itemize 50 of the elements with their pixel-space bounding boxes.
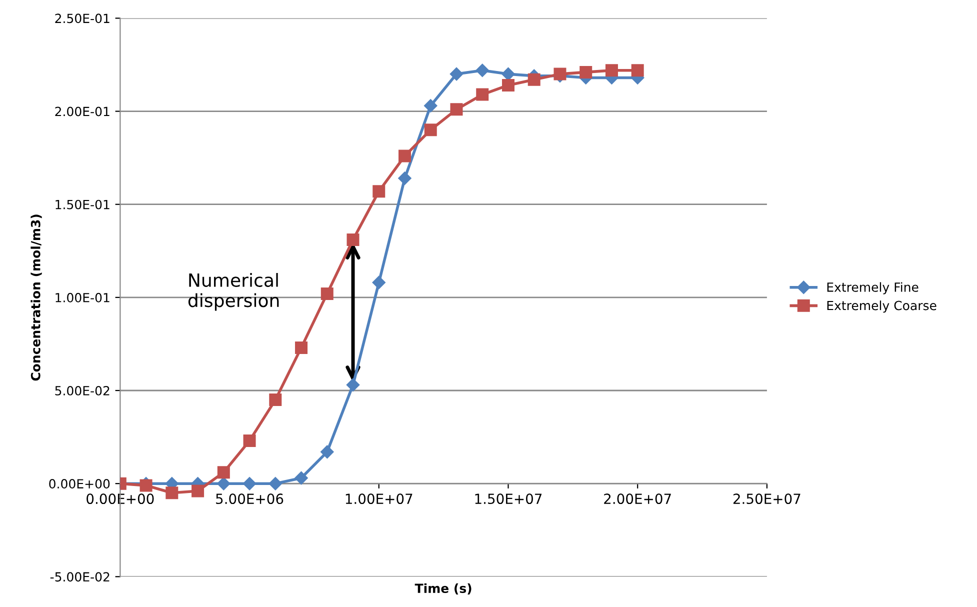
legend-label: Extremely Coarse: [827, 300, 936, 313]
point: [605, 64, 618, 77]
point: [243, 434, 256, 448]
y-axis-title: Concentration (mol/m3): [30, 214, 42, 381]
x-tick-label: 2.50E+07: [733, 494, 800, 504]
y-tick-label: 2.00E-01: [55, 106, 110, 116]
point: [346, 378, 360, 392]
x-tick-label: 2.00E+07: [604, 494, 671, 504]
y-tick-label: -5.00E-02: [50, 572, 110, 582]
x-tick-label: 1.50E+07: [475, 494, 542, 504]
point: [320, 287, 334, 300]
point: [398, 150, 411, 162]
point: [268, 476, 282, 490]
point: [554, 68, 566, 80]
y-tick-label: 5.00E-02: [55, 386, 110, 396]
point: [450, 103, 463, 116]
point: [294, 471, 308, 485]
y-tick-label: 2.50E-01: [55, 14, 110, 24]
y-tick-label: 1.00E-01: [56, 292, 110, 302]
point: [502, 67, 515, 81]
point: [320, 445, 334, 459]
point: [528, 73, 540, 86]
legend-label: Extremely Fine: [827, 282, 918, 294]
point: [450, 67, 464, 81]
y-tick-label: 0.00E+00: [49, 479, 110, 489]
point: [346, 233, 360, 246]
point: [476, 64, 489, 77]
point: [242, 476, 256, 490]
x-tick-label: 1.00E+07: [346, 494, 412, 504]
y-tick-label: 1.50E-01: [56, 200, 110, 210]
point: [140, 479, 152, 492]
point: [269, 394, 282, 406]
point: [631, 64, 644, 77]
annotation: Numerical dispersion: [188, 273, 279, 311]
point: [295, 341, 308, 354]
point: [502, 78, 514, 92]
point: [580, 66, 592, 78]
point: [398, 172, 412, 185]
point: [476, 88, 489, 101]
point: [217, 476, 230, 490]
point: [424, 99, 438, 112]
x-tick-label: 0.00E+00: [86, 494, 154, 504]
point: [192, 484, 204, 498]
point: [217, 466, 230, 479]
point: [372, 185, 386, 198]
point: [372, 276, 386, 290]
point: [166, 486, 178, 500]
point: [424, 124, 437, 136]
x-tick-label: 5.00E+06: [216, 494, 284, 504]
x-axis-title: Time (s): [414, 583, 472, 594]
